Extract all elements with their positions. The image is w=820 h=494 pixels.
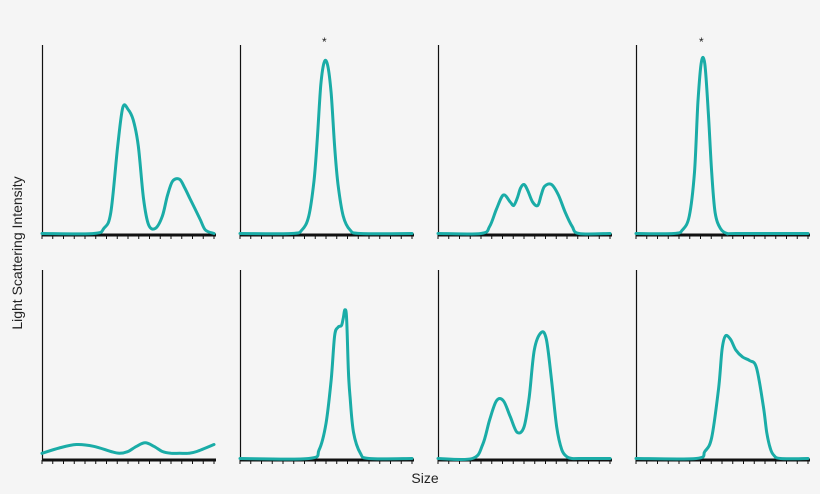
panel-r2-c4 [634, 270, 810, 464]
panel-r2-c1 [40, 270, 216, 464]
distribution-curve [238, 58, 414, 236]
distribution-curve [40, 103, 216, 236]
distribution-curve [40, 441, 216, 455]
panel-r1-c3 [436, 45, 612, 239]
distribution-curve [634, 55, 810, 236]
distribution-curve [238, 308, 414, 461]
panel-r2-c3 [436, 270, 612, 464]
panel-r1-c1 [40, 45, 216, 239]
distribution-curve [436, 182, 612, 236]
distribution-curve [436, 330, 612, 462]
peak-annotation: * [699, 35, 704, 49]
x-axis-label: Size [411, 470, 438, 486]
panel-r1-c2: * [238, 35, 414, 239]
y-axis-label: Light Scattering Intensity [9, 176, 25, 329]
distribution-curve [634, 334, 810, 461]
panel-r1-c4: * [634, 35, 810, 239]
panels-group: * * [40, 35, 810, 464]
panel-r2-c2 [238, 270, 414, 464]
peak-annotation: * [322, 35, 327, 49]
